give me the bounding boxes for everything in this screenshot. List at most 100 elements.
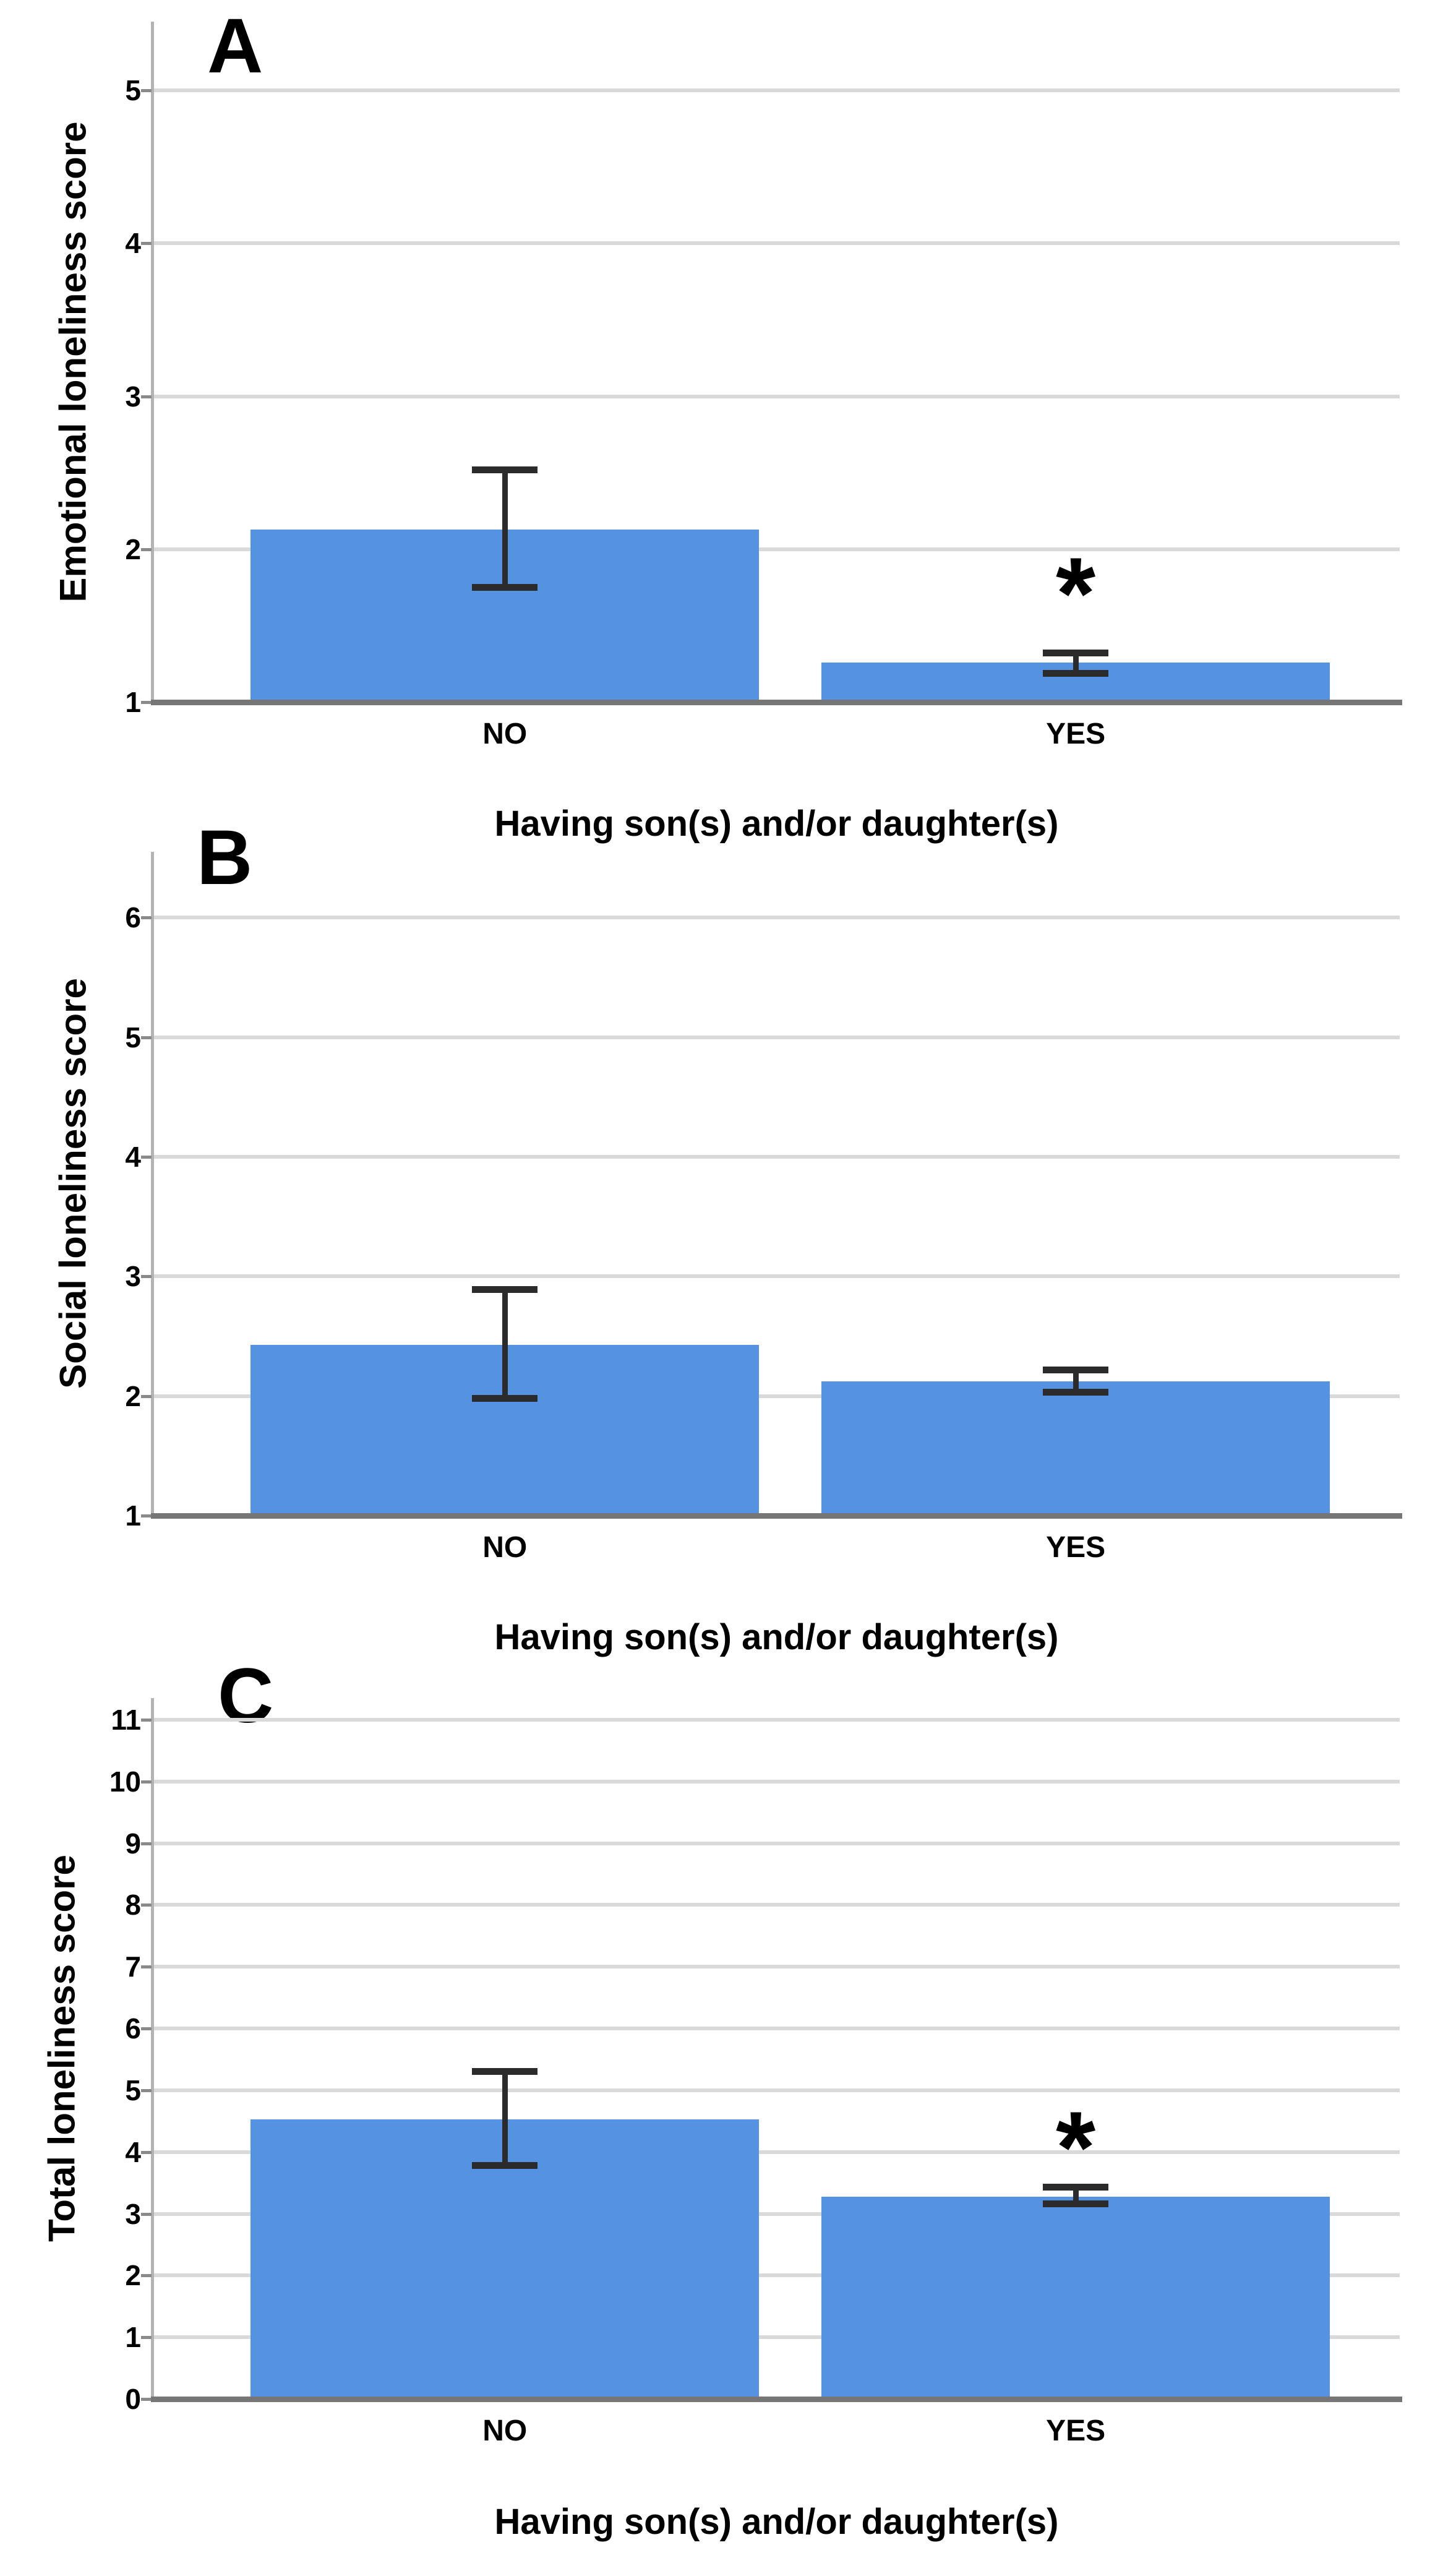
y-tick-mark — [141, 1842, 152, 1845]
panel-b-x-axis-title: Having son(s) and/or daughter(s) — [494, 1617, 1059, 1657]
y-tick-mark — [141, 1965, 152, 1969]
y-tick-label: 2 — [125, 2259, 141, 2292]
y-tick-mark — [141, 89, 152, 93]
error-bar-cap-bottom-no — [472, 2162, 538, 2170]
y-tick-label: 8 — [125, 1889, 141, 1921]
y-tick-label: 10 — [109, 1765, 141, 1798]
error-bar-line-no — [502, 470, 508, 588]
y-tick-mark — [141, 2212, 152, 2216]
y-tick-label: 7 — [125, 1951, 141, 1983]
gridline-y6 — [153, 916, 1400, 920]
y-tick-label: 5 — [125, 2074, 141, 2106]
bar-yes — [821, 2196, 1330, 2399]
y-tick-label: 0 — [125, 2383, 141, 2415]
gridline-y6 — [153, 2027, 1400, 2031]
panel-b-letter: B — [197, 815, 253, 901]
panel-c-letter: C — [218, 1653, 274, 1739]
significance-asterisk-yes: * — [1055, 536, 1096, 651]
significance-asterisk-yes: * — [1055, 2090, 1096, 2204]
y-tick-label: 6 — [125, 2012, 141, 2045]
y-tick-label: 1 — [125, 2321, 141, 2354]
gridline-y5 — [153, 1035, 1400, 1039]
y-tick-mark — [141, 1275, 152, 1279]
error-bar-cap-bottom-yes — [1043, 669, 1109, 677]
y-tick-mark — [141, 2027, 152, 2031]
panel-a-letter: A — [207, 3, 263, 89]
y-tick-mark — [141, 2398, 152, 2401]
error-bar-cap-top-yes — [1043, 1366, 1109, 1373]
y-tick-mark — [141, 2336, 152, 2340]
error-bar-line-no — [502, 2071, 508, 2166]
y-axis-line — [151, 1698, 154, 2401]
gridline-y2 — [153, 547, 1400, 551]
y-tick-label: 2 — [125, 1380, 141, 1412]
y-tick-label: 1 — [125, 1500, 141, 1532]
error-bar-cap-bottom-yes — [1043, 2200, 1109, 2208]
bar-yes — [821, 662, 1330, 702]
y-tick-mark — [141, 2274, 152, 2278]
gridline-y11 — [153, 1717, 1400, 1722]
y-tick-mark — [141, 242, 152, 246]
error-bar-cap-top-yes — [1043, 650, 1109, 657]
error-bar-cap-bottom-no — [472, 584, 538, 591]
bar-yes — [821, 1381, 1330, 1516]
error-bar-line-yes — [1073, 653, 1079, 674]
gridline-y4 — [153, 1155, 1400, 1159]
gridline-y9 — [153, 1841, 1400, 1845]
y-tick-mark — [141, 2150, 152, 2154]
gridline-y3 — [153, 1274, 1400, 1279]
y-tick-mark — [141, 916, 152, 920]
error-bar-cap-top-no — [472, 1286, 538, 1294]
error-bar-line-yes — [1073, 1370, 1079, 1393]
gridline-y8 — [153, 1903, 1400, 1907]
y-tick-label: 5 — [125, 1021, 141, 1054]
category-label-no: NO — [482, 2414, 528, 2447]
y-tick-label: 4 — [125, 227, 141, 260]
y-tick-label: 3 — [125, 380, 141, 413]
gridline-y3 — [153, 2212, 1400, 2216]
bar-no — [251, 2119, 760, 2399]
x-axis-line — [151, 700, 1402, 705]
x-axis-line — [151, 1513, 1402, 1519]
category-label-yes: YES — [1046, 2414, 1106, 2447]
y-tick-label: 1 — [125, 686, 141, 718]
category-label-no: NO — [482, 1531, 528, 1564]
y-tick-label: 4 — [125, 1141, 141, 1173]
gridline-y4 — [153, 2150, 1400, 2154]
y-tick-label: 3 — [125, 2197, 141, 2230]
gridline-y5 — [153, 2088, 1400, 2092]
category-label-yes: YES — [1046, 1531, 1106, 1564]
panel-c-y-axis-title: Total loneliness score — [41, 1855, 83, 2242]
error-bar-cap-top-no — [472, 2068, 538, 2075]
error-bar-cap-top-yes — [1043, 2184, 1109, 2191]
panel-b-y-axis-title: Social loneliness score — [52, 978, 94, 1389]
y-tick-mark — [141, 395, 152, 398]
gridline-y2 — [153, 1394, 1400, 1398]
gridline-y3 — [153, 394, 1400, 398]
y-tick-label: 9 — [125, 1827, 141, 1860]
gridline-y5 — [153, 88, 1400, 93]
gridline-y4 — [153, 241, 1400, 246]
y-tick-mark — [141, 1156, 152, 1159]
y-tick-mark — [141, 1718, 152, 1722]
x-axis-line — [151, 2397, 1402, 2402]
panel-c-x-axis-title: Having son(s) and/or daughter(s) — [494, 2502, 1059, 2542]
y-tick-mark — [141, 701, 152, 704]
y-tick-mark — [141, 2088, 152, 2092]
bar-no — [251, 1344, 760, 1516]
y-axis-line — [151, 22, 154, 705]
y-tick-mark — [141, 1394, 152, 1398]
error-bar-line-no — [502, 1289, 508, 1399]
panel-a-x-axis-title: Having son(s) and/or daughter(s) — [494, 804, 1059, 844]
bar-no — [251, 529, 760, 702]
error-bar-cap-bottom-no — [472, 1395, 538, 1402]
category-label-yes: YES — [1046, 718, 1106, 750]
y-axis-line — [151, 852, 154, 1518]
